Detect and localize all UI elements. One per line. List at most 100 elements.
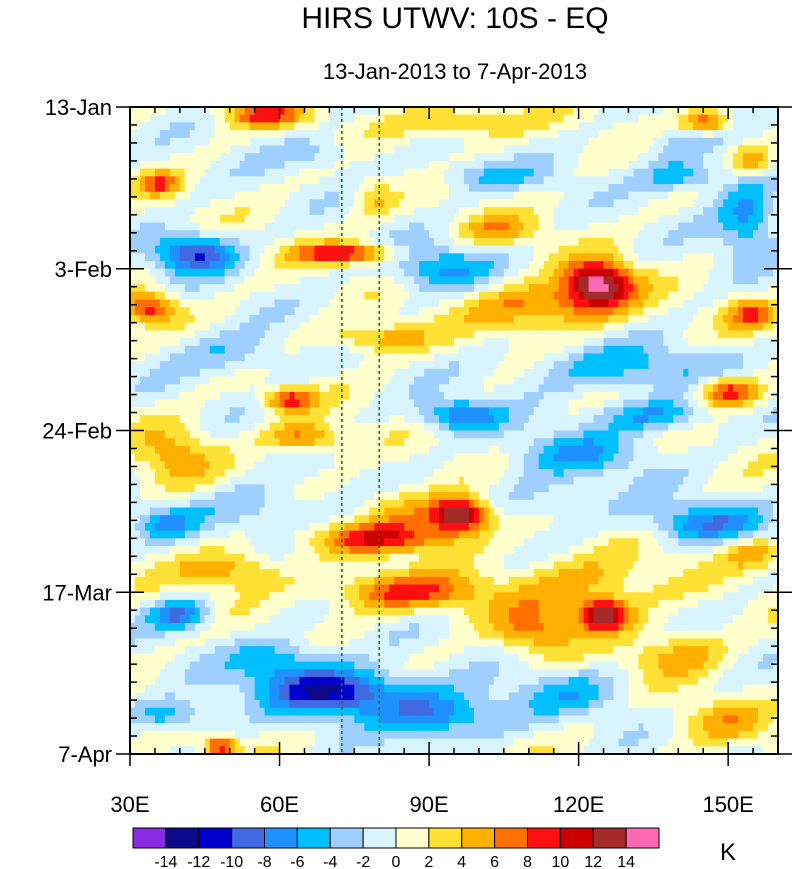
- heatmap-cell: [389, 322, 395, 331]
- heatmap-cell: [154, 268, 161, 278]
- heatmap-cell: [628, 361, 635, 370]
- heatmap-cell: [344, 361, 350, 370]
- heatmap-cell: [613, 361, 620, 370]
- heatmap-cell: [244, 276, 251, 285]
- heatmap-cell: [488, 276, 495, 285]
- heatmap-cell: [344, 160, 350, 170]
- heatmap-cell: [194, 114, 201, 123]
- heatmap-cell: [279, 314, 286, 324]
- heatmap-cell: [224, 338, 231, 347]
- heatmap-cell: [249, 137, 256, 147]
- heatmap-cell: [583, 114, 590, 123]
- heatmap-cell: [444, 314, 450, 324]
- heatmap-cell: [708, 391, 714, 401]
- heatmap-cell: [578, 176, 585, 185]
- heatmap-cell: [164, 368, 171, 378]
- heatmap-cell: [573, 145, 580, 154]
- heatmap-cell: [528, 330, 535, 339]
- heatmap-cell: [578, 384, 585, 393]
- heatmap-cell: [169, 245, 176, 254]
- heatmap-cell: [199, 222, 206, 231]
- heatmap-cell: [503, 207, 510, 216]
- heatmap-cell: [174, 268, 181, 278]
- heatmap-cell: [389, 114, 395, 123]
- heatmap-cell: [284, 361, 291, 370]
- heatmap-cell: [224, 284, 231, 293]
- heatmap-cell: [179, 122, 186, 131]
- heatmap-cell: [723, 107, 729, 116]
- heatmap-cell: [678, 245, 684, 254]
- heatmap-cell: [239, 330, 246, 339]
- heatmap-cell: [473, 245, 480, 254]
- heatmap-cell: [329, 214, 335, 224]
- heatmap-cell: [548, 184, 555, 193]
- heatmap-cell: [583, 291, 590, 301]
- heatmap-cell: [174, 391, 181, 401]
- heatmap-cell: [673, 253, 679, 262]
- heatmap-cell: [578, 130, 585, 139]
- heatmap-cell: [683, 276, 689, 285]
- heatmap-cell: [713, 230, 719, 239]
- heatmap-cell: [603, 176, 610, 185]
- heatmap-cell: [748, 207, 754, 216]
- heatmap-cell: [548, 284, 555, 293]
- heatmap-cell: [463, 330, 470, 339]
- heatmap-cell: [454, 368, 460, 378]
- heatmap-cell: [249, 160, 256, 170]
- heatmap-cell: [538, 276, 545, 285]
- heatmap-cell: [553, 261, 560, 270]
- heatmap-cell: [708, 145, 714, 154]
- heatmap-cell: [144, 291, 151, 301]
- heatmap-cell: [444, 130, 450, 139]
- heatmap-cell: [593, 245, 600, 254]
- heatmap-cell: [668, 276, 674, 285]
- heatmap-cell: [369, 199, 375, 208]
- heatmap-cell: [449, 361, 455, 370]
- heatmap-cell: [483, 107, 490, 116]
- heatmap-cell: [199, 261, 206, 270]
- heatmap-cell: [339, 291, 345, 301]
- heatmap-cell: [693, 276, 699, 285]
- heatmap-cell: [628, 353, 635, 362]
- heatmap-cell: [224, 261, 231, 270]
- heatmap-cell: [593, 307, 600, 316]
- heatmap-cell: [144, 391, 151, 401]
- heatmap-cell: [738, 245, 744, 254]
- heatmap-cell: [144, 368, 151, 378]
- heatmap-cell: [374, 191, 380, 201]
- heatmap-cell: [493, 137, 500, 147]
- heatmap-cell: [174, 307, 181, 316]
- heatmap-cell: [603, 160, 610, 170]
- heatmap-cell: [728, 268, 734, 278]
- heatmap-cell: [708, 168, 714, 177]
- heatmap-cell: [548, 230, 555, 239]
- heatmap-cell: [374, 384, 380, 393]
- heatmap-cell: [648, 376, 654, 385]
- heatmap-cell: [743, 245, 749, 254]
- heatmap-cell: [299, 399, 306, 408]
- heatmap-cell: [573, 391, 580, 401]
- heatmap-cell: [578, 299, 585, 308]
- heatmap-cell: [364, 330, 370, 339]
- heatmap-cell: [678, 107, 684, 116]
- heatmap-cell: [673, 122, 679, 131]
- heatmap-cell: [294, 276, 301, 285]
- heatmap-cell: [344, 222, 350, 231]
- heatmap-cell: [633, 122, 640, 131]
- heatmap-cell: [763, 253, 769, 262]
- heatmap-cell: [154, 276, 161, 285]
- heatmap-cell: [354, 361, 360, 370]
- heatmap-cell: [523, 207, 530, 216]
- heatmap-cell: [304, 361, 311, 370]
- heatmap-cell: [144, 322, 151, 331]
- heatmap-cell: [753, 191, 759, 201]
- heatmap-cell: [713, 276, 719, 285]
- heatmap-cell: [189, 237, 196, 247]
- heatmap-cell: [673, 114, 679, 123]
- heatmap-cell: [319, 330, 325, 339]
- heatmap-cell: [768, 291, 774, 301]
- heatmap-cell: [130, 199, 136, 208]
- heatmap-cell: [753, 284, 759, 293]
- heatmap-cell: [523, 191, 530, 201]
- heatmap-cell: [284, 345, 291, 355]
